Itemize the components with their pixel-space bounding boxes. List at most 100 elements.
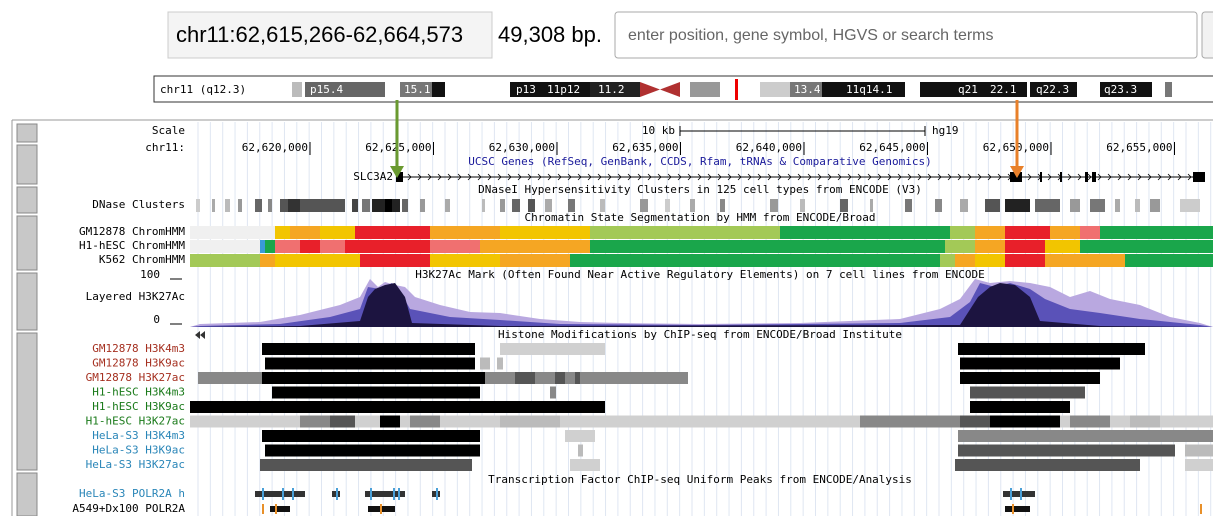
track-button[interactable]	[16, 272, 38, 331]
tf-summit	[262, 488, 264, 500]
track-title: Chromatin State Segmentation by HMM from…	[525, 211, 876, 224]
dnase-cluster	[720, 199, 725, 212]
track-label: H1-hESC ChromHMM	[79, 239, 185, 252]
dnase-cluster	[1035, 199, 1060, 212]
tf-summit	[336, 488, 338, 500]
chromatin-state	[1005, 240, 1045, 253]
strand-arrow	[1027, 173, 1032, 181]
histone-peak	[262, 343, 475, 355]
ruler-label: 62,655,000	[1106, 141, 1172, 154]
strand-arrow	[957, 173, 962, 181]
band	[842, 82, 905, 97]
strand-arrow	[627, 173, 632, 181]
strand-arrow	[407, 173, 412, 181]
search-input[interactable]	[614, 11, 1198, 59]
dnase-cluster	[568, 199, 575, 212]
strand-arrow	[747, 173, 752, 181]
strand-arrow	[1117, 173, 1122, 181]
band	[790, 82, 822, 97]
strand-arrow	[467, 173, 472, 181]
strand-arrow	[477, 173, 482, 181]
tf-peak	[255, 491, 305, 497]
gene-label: SLC3A2	[353, 170, 393, 183]
tf-summit	[1020, 488, 1022, 500]
track-title: Transcription Factor ChIP-seq Uniform Pe…	[488, 473, 912, 486]
band-label: q23.3	[1104, 83, 1137, 96]
scroll-icon[interactable]	[195, 331, 200, 339]
chromatin-state	[945, 240, 975, 253]
chromatin-state	[430, 240, 480, 253]
strand-arrow	[1187, 173, 1192, 181]
chromatin-state	[780, 226, 950, 239]
tf-peak	[365, 491, 405, 497]
histone-peak	[970, 401, 1070, 413]
track-button[interactable]	[16, 144, 38, 185]
band-label: 22.1	[990, 83, 1017, 96]
histone-peak	[380, 415, 400, 428]
histone-peak	[260, 459, 472, 471]
strand-arrow	[877, 173, 882, 181]
strand-arrow	[1097, 173, 1102, 181]
go-button[interactable]	[1201, 11, 1213, 59]
dnase-cluster	[512, 199, 520, 212]
ruler-label: 62,635,000	[612, 141, 678, 154]
histone-peak	[958, 444, 1175, 457]
track-button[interactable]	[16, 472, 38, 516]
chromatin-state	[950, 226, 975, 239]
histone-peak	[960, 372, 1100, 384]
band-label: q21	[958, 83, 978, 96]
dnase-cluster	[1180, 199, 1200, 212]
band	[432, 82, 445, 97]
band	[822, 82, 842, 97]
strand-arrow	[1077, 173, 1082, 181]
axis-label: 100	[140, 268, 160, 281]
dnase-cluster	[1090, 199, 1105, 212]
chromatin-state	[590, 240, 945, 253]
dnase-cluster	[600, 199, 605, 212]
chromatin-state	[1080, 240, 1213, 253]
band-label: 15.1	[404, 83, 431, 96]
chromatin-state	[355, 226, 430, 239]
strand-arrow	[847, 173, 852, 181]
strand-arrow	[967, 173, 972, 181]
centromere	[660, 82, 680, 97]
track-label: GM12878 H3K4m3	[92, 342, 185, 355]
strand-arrow	[697, 173, 702, 181]
chromatin-state	[570, 254, 940, 267]
axis-label: 0	[153, 313, 160, 326]
track-button[interactable]	[16, 215, 38, 271]
scroll-icon[interactable]	[200, 331, 205, 339]
histone-peak	[1130, 415, 1160, 428]
track-label: A549+Dx100 POLR2A	[72, 502, 185, 515]
position-box	[167, 11, 493, 59]
strand-arrow	[687, 173, 692, 181]
track-button[interactable]	[16, 332, 38, 471]
dnase-cluster	[445, 199, 450, 212]
band-label: p13	[516, 83, 536, 96]
strand-arrow	[827, 173, 832, 181]
dnase-cluster	[1135, 199, 1140, 212]
histone-peak	[555, 372, 565, 384]
strand-arrow	[1087, 173, 1092, 181]
scale-assembly: hg19	[932, 124, 959, 137]
track-button[interactable]	[16, 186, 38, 214]
dnase-cluster	[528, 199, 535, 212]
strand-arrow	[1137, 173, 1142, 181]
chromatin-state	[1005, 226, 1050, 239]
histone-peak	[262, 372, 485, 384]
strand-arrow	[867, 173, 872, 181]
track-button[interactable]	[16, 123, 38, 143]
tf-summit	[370, 488, 372, 500]
dnase-cluster	[238, 199, 242, 212]
ruler-label: 62,645,000	[859, 141, 925, 154]
chromatin-state	[360, 254, 430, 267]
tf-summit	[1010, 488, 1012, 500]
histone-peak	[575, 372, 580, 384]
chromatin-state	[320, 240, 345, 253]
strand-arrow	[617, 173, 622, 181]
chromatin-state	[975, 240, 1005, 253]
band-label: 11p12	[547, 83, 580, 96]
position: chr11:62,615,266-62,664,573	[176, 22, 463, 47]
histone-peak	[190, 401, 605, 413]
chromatin-state	[320, 226, 355, 239]
